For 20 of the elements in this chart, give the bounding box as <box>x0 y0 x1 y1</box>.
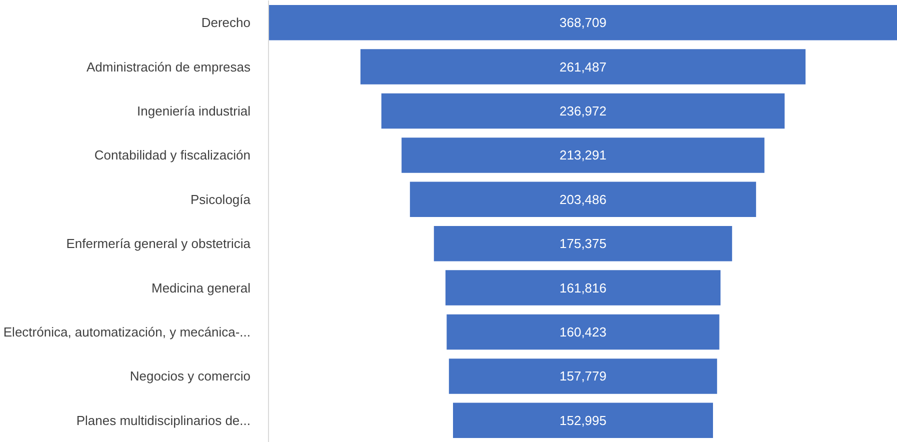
data-label: 236,972 <box>560 104 607 118</box>
data-label: 203,486 <box>560 192 607 207</box>
category-label: Psicología <box>190 192 252 207</box>
data-label: 368,709 <box>560 15 607 30</box>
category-label: Derecho <box>201 15 251 30</box>
category-label: Ingeniería industrial <box>137 104 251 118</box>
data-label: 213,291 <box>560 148 607 163</box>
data-label: 160,423 <box>560 324 607 340</box>
data-label: 261,487 <box>560 59 607 74</box>
data-label: 161,816 <box>560 280 607 296</box>
category-label: Contabilidad y fiscalización <box>94 148 251 163</box>
data-label: 157,779 <box>560 368 607 384</box>
category-label: Enfermería general y obstetricia <box>66 236 252 252</box>
category-label: Medicina general <box>151 280 251 296</box>
category-label: Administración de empresas <box>86 59 251 74</box>
category-label: Negocios y comercio <box>130 368 250 384</box>
category-label: Electrónica, automatización, y mecánica-... <box>3 324 250 340</box>
data-label: 175,375 <box>560 236 607 252</box>
category-label: Planes multidisciplinarios de... <box>76 412 251 428</box>
data-label: 152,995 <box>560 412 607 428</box>
